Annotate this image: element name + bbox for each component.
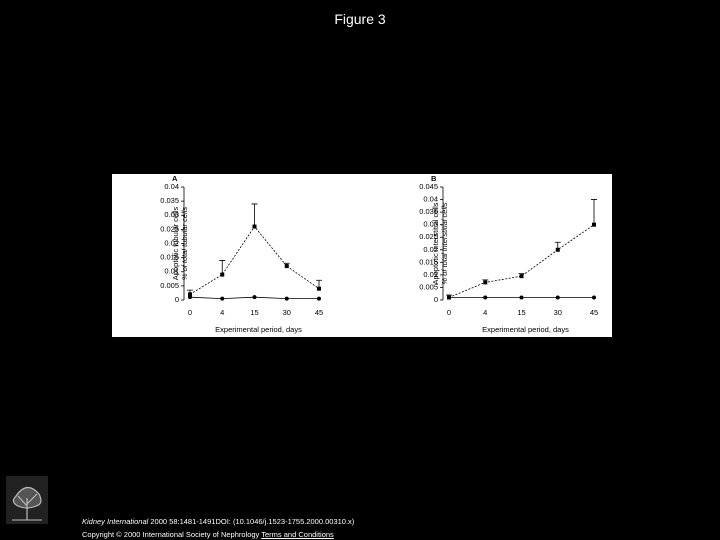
- citation: 2000 58:1481-1491DOI: (10.1046/j.1523-17…: [148, 517, 355, 526]
- data-point: [592, 222, 596, 227]
- copyright-line: Copyright © 2000 International Society o…: [82, 528, 354, 540]
- footer: Kidney International 2000 58:1481-1491DO…: [82, 515, 354, 540]
- data-point: [220, 272, 225, 277]
- y-tick-label: 0.04: [423, 195, 438, 204]
- x-tick-label: 15: [517, 308, 525, 317]
- data-point: [252, 224, 257, 229]
- x-tick-label: 0: [188, 308, 192, 317]
- y-tick-label: 0.005: [160, 281, 179, 290]
- y-tick-label: 0.025: [419, 232, 438, 241]
- x-tick-label: 15: [250, 308, 258, 317]
- slide-title: Figure 3: [334, 11, 386, 27]
- y-tick-label: 0.03: [423, 220, 438, 229]
- data-point: [555, 247, 560, 252]
- y-axis-label: % of total tubular cells: [180, 207, 189, 281]
- data-point: [220, 296, 225, 301]
- error-bar: [591, 199, 597, 225]
- y-axis-label: % of total interstitial cells: [440, 202, 449, 284]
- x-tick-label: 30: [283, 308, 291, 317]
- figure-background: [112, 174, 612, 337]
- data-point: [317, 296, 321, 301]
- y-tick-label: 0.02: [423, 245, 438, 254]
- data-point: [483, 280, 488, 285]
- y-tick-label: 0.035: [160, 196, 179, 205]
- y-tick-label: 0.02: [164, 238, 179, 247]
- citation-line: Kidney International 2000 58:1481-1491DO…: [82, 515, 354, 528]
- logo-text: ELSEVIER: [9, 525, 46, 534]
- x-tick-label: 30: [554, 308, 562, 317]
- terms-link[interactable]: Terms and Conditions: [261, 530, 334, 539]
- y-tick-label: 0.03: [164, 210, 179, 219]
- panel-label: B: [431, 174, 437, 183]
- y-tick-label: 0.015: [419, 257, 438, 266]
- error-bar: [219, 260, 226, 275]
- y-tick-label: 0.04: [164, 182, 179, 191]
- y-tick-label: 0.01: [164, 267, 179, 276]
- journal: Kidney International: [82, 517, 149, 526]
- data-point: [317, 286, 321, 291]
- data-point: [188, 295, 192, 300]
- y-tick-label: 0.025: [160, 224, 179, 233]
- x-tick-label: 4: [220, 308, 224, 317]
- data-point: [592, 295, 596, 300]
- data-point: [519, 295, 524, 300]
- series-line: [448, 224, 595, 298]
- data-point: [252, 295, 257, 300]
- y-tick-label: 0: [175, 295, 179, 304]
- data-point: [483, 295, 488, 300]
- x-axis-label: Experimental period, days: [482, 325, 569, 334]
- y-tick-label: 0.005: [419, 282, 438, 291]
- error-bar: [251, 203, 258, 227]
- x-tick-label: 45: [590, 308, 598, 317]
- data-point: [519, 274, 524, 279]
- data-point: [284, 296, 289, 301]
- data-point: [555, 295, 560, 300]
- x-tick-label: 0: [447, 308, 451, 317]
- y-tick-label: 0.015: [160, 253, 179, 262]
- data-point: [284, 264, 289, 269]
- logo: ELSEVIER: [6, 476, 48, 534]
- y-tick-label: 0: [434, 295, 438, 304]
- data-point: [447, 295, 451, 300]
- y-axis-label: Apoptotic interstitial cells: [431, 202, 440, 284]
- x-tick-label: 4: [483, 308, 487, 317]
- copyright: Copyright © 2000 International Society o…: [82, 530, 260, 539]
- data-point: [188, 292, 192, 297]
- x-tick-label: 45: [315, 308, 323, 317]
- y-tick-label: 0.035: [419, 207, 438, 216]
- y-axis-label: Apoptotic tubular cells: [171, 207, 180, 281]
- y-tick-label: 0.045: [419, 182, 438, 191]
- x-axis-label: Experimental period, days: [215, 325, 302, 334]
- y-tick-label: 0.01: [423, 270, 438, 279]
- panel-label: A: [172, 174, 178, 183]
